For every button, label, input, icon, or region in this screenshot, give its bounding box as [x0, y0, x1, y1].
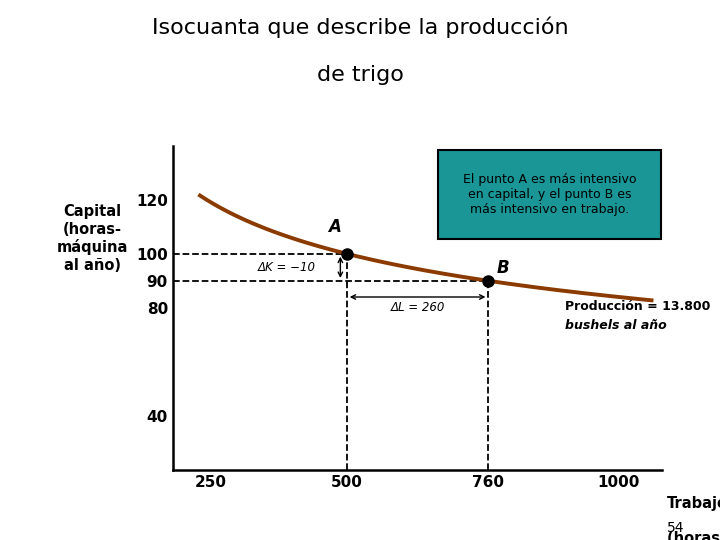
- Text: (horas al año): (horas al año): [667, 531, 720, 540]
- Text: ΔK = −10: ΔK = −10: [258, 261, 316, 274]
- Text: bushels al año: bushels al año: [565, 319, 667, 332]
- Text: B: B: [497, 259, 509, 276]
- Text: Producción = 13.800: Producción = 13.800: [565, 300, 711, 313]
- Text: 54: 54: [667, 521, 684, 535]
- Text: ΔL = 260: ΔL = 260: [390, 301, 445, 314]
- Text: Capital
(horas-
máquina
al año): Capital (horas- máquina al año): [56, 204, 127, 273]
- Text: Trabajo: Trabajo: [667, 496, 720, 511]
- Text: El punto A es más intensivo
en capital, y el punto B es
más intensivo en trabajo: El punto A es más intensivo en capital, …: [463, 173, 636, 216]
- Text: Isocuanta que describe la producción: Isocuanta que describe la producción: [152, 16, 568, 38]
- Text: A: A: [328, 218, 341, 236]
- Text: de trigo: de trigo: [317, 65, 403, 85]
